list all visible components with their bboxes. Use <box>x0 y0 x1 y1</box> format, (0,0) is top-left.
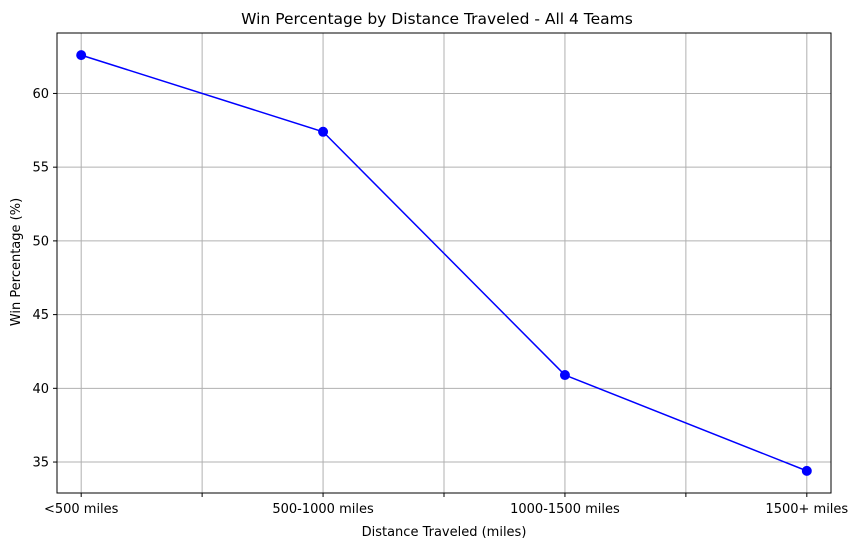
y-tick-label: 60 <box>32 87 49 102</box>
axes: 35 40 45 50 55 60 <500 miles 500-1000 miles 1000… <box>32 32 848 517</box>
x-tick-label: <500 miles <box>44 502 119 517</box>
grid <box>57 33 831 493</box>
y-axis-label: Win Percentage (%) <box>9 198 24 326</box>
y-tick-label: 35 <box>32 456 49 471</box>
x-tick-label: 1500+ miles <box>765 502 848 517</box>
data-point <box>76 50 87 61</box>
y-tick-label: 55 <box>32 161 49 176</box>
y-tick-label: 45 <box>32 308 49 323</box>
y-tick-label: 40 <box>32 382 49 397</box>
data-point <box>318 126 329 137</box>
x-axis-label: Distance Traveled (miles) <box>362 525 527 540</box>
chart-title: Win Percentage by Distance Traveled - Al… <box>241 10 633 28</box>
series-line <box>80 54 808 472</box>
x-tick-label: 1000-1500 miles <box>510 502 620 517</box>
data-point <box>559 370 570 381</box>
x-tick-label: 500-1000 miles <box>272 502 374 517</box>
data-point <box>801 465 812 476</box>
series <box>76 50 812 476</box>
y-tick-label: 50 <box>32 234 49 249</box>
